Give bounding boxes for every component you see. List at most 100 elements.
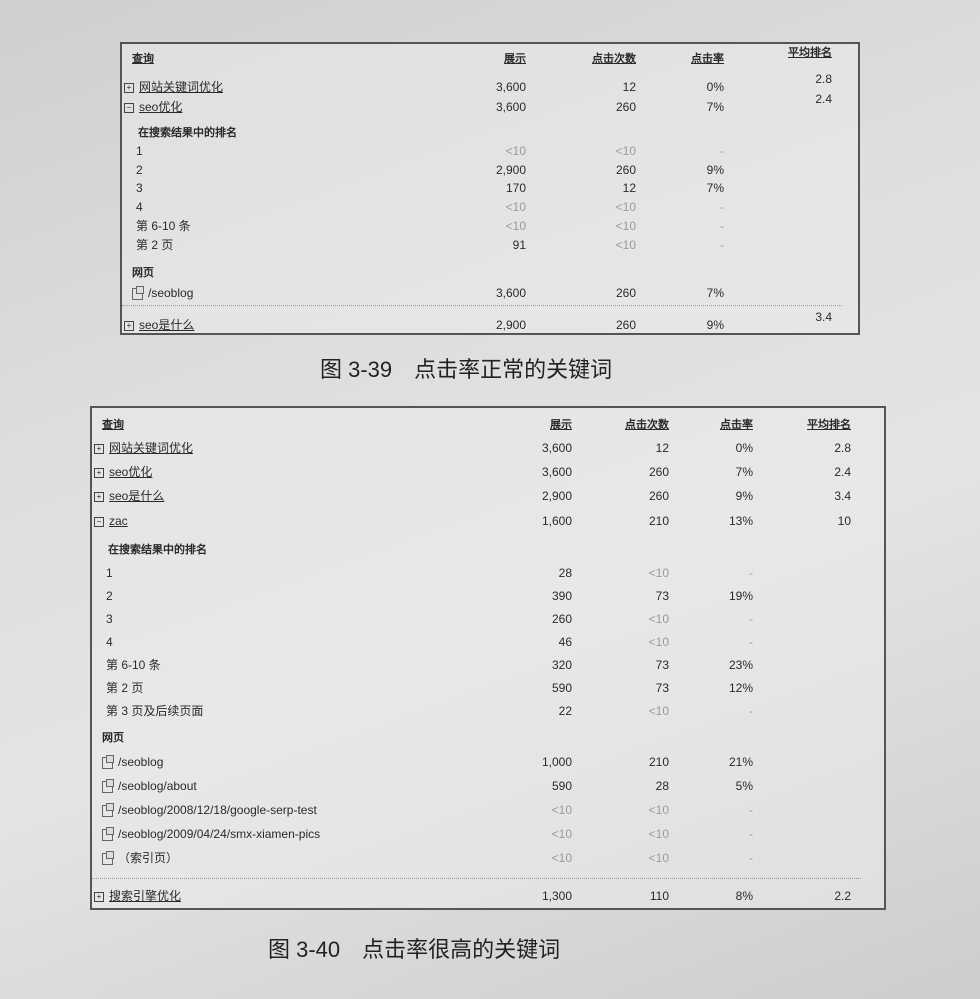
cell-ctr: 9%: [735, 489, 753, 503]
page-row[interactable]: /seoblog/2008/12/18/google-serp-test: [102, 802, 317, 817]
expand-icon[interactable]: +: [124, 320, 134, 331]
header-ctr[interactable]: 点击率: [691, 53, 724, 65]
cell-clicks: <10: [615, 144, 636, 158]
query-row-seo是什么[interactable]: + seo是什么: [94, 489, 164, 503]
header-query[interactable]: 查询: [102, 419, 124, 431]
query-link[interactable]: seo优化: [139, 100, 183, 114]
page-icon[interactable]: [102, 826, 114, 841]
cell-clicks: 260: [648, 465, 669, 479]
query-link[interactable]: zac: [109, 514, 128, 528]
rank-label: 第 6-10 条: [136, 219, 191, 233]
header-impressions[interactable]: 展示: [504, 53, 526, 65]
header-ctr[interactable]: 点击率: [720, 419, 753, 431]
cell-clicks: <10: [648, 612, 669, 626]
header-clicks[interactable]: 点击次数: [625, 419, 669, 431]
cell-avg: 3.4: [815, 310, 832, 324]
cell-impressions: 1,600: [541, 514, 572, 528]
cell-impressions: 3,600: [495, 286, 526, 300]
section-heading: 网页: [132, 267, 154, 279]
cell-impressions: 320: [551, 658, 572, 672]
page-row[interactable]: /seoblog/2009/04/24/smx-xiamen-pics: [102, 826, 320, 841]
figure-title: 点击率正常的关键词: [414, 357, 613, 382]
page-icon[interactable]: [102, 778, 114, 793]
expand-icon[interactable]: +: [94, 443, 104, 454]
page-path: /seoblog: [118, 755, 164, 769]
cell-ctr: -: [720, 219, 724, 233]
cell-impressions: <10: [505, 144, 526, 158]
cell-ctr: -: [749, 851, 753, 865]
section-heading: 网页: [102, 732, 124, 744]
collapse-icon[interactable]: −: [124, 102, 134, 113]
cell-ctr: -: [749, 803, 753, 817]
cell-impressions: 170: [505, 181, 526, 195]
rank-label: 2: [136, 163, 143, 177]
header-impressions[interactable]: 展示: [550, 419, 572, 431]
expand-icon[interactable]: +: [94, 491, 104, 502]
cell-ctr: -: [749, 612, 753, 626]
figure-3-39-caption: 图 3-39 点击率正常的关键词: [320, 352, 612, 384]
header-clicks[interactable]: 点击次数: [592, 53, 636, 65]
figure-number: 图 3-40: [268, 937, 341, 962]
header-avg-rank[interactable]: 平均排名: [788, 47, 832, 59]
rank-label: 第 3 页及后续页面: [106, 704, 204, 718]
expand-icon[interactable]: +: [94, 467, 104, 478]
cell-avg: 2.8: [834, 441, 851, 455]
cell-ctr: 7%: [706, 286, 724, 300]
page-icon[interactable]: [102, 754, 114, 769]
expand-icon[interactable]: +: [124, 82, 134, 93]
query-link[interactable]: seo优化: [109, 465, 153, 479]
query-row-seo优化[interactable]: + seo优化: [94, 465, 152, 479]
cell-clicks: <10: [648, 827, 669, 841]
cell-clicks: 12: [655, 441, 669, 455]
page-row[interactable]: /seoblog: [102, 754, 164, 769]
page-icon[interactable]: [102, 802, 114, 817]
expand-icon[interactable]: +: [94, 891, 104, 902]
query-row-zac[interactable]: − zac: [94, 514, 128, 528]
cell-ctr: 19%: [728, 589, 753, 603]
query-row-搜索引擎优化[interactable]: + 搜索引擎优化: [94, 889, 181, 903]
query-row-网站关键词优化[interactable]: + 网站关键词优化: [124, 80, 223, 94]
page-path: /seoblog/about: [118, 779, 197, 793]
cell-ctr: 8%: [735, 889, 753, 903]
figure-3-40-caption: 图 3-40 点击率很高的关键词: [268, 932, 560, 964]
cell-impressions: 3,600: [495, 80, 526, 94]
cell-avg: 2.8: [815, 72, 832, 86]
header-avg-rank[interactable]: 平均排名: [807, 419, 851, 431]
page-path: /seoblog/2008/12/18/google-serp-test: [118, 803, 317, 817]
cell-avg: 3.4: [834, 489, 851, 503]
cell-impressions: 2,900: [541, 489, 572, 503]
query-row-seo是什么[interactable]: + seo是什么: [124, 318, 194, 332]
figure-title: 点击率很高的关键词: [362, 937, 561, 962]
cell-ctr: 7%: [735, 465, 753, 479]
collapse-icon[interactable]: −: [94, 516, 104, 527]
query-row-网站关键词优化[interactable]: + 网站关键词优化: [94, 441, 193, 455]
query-link[interactable]: 搜索引擎优化: [109, 889, 182, 903]
cell-impressions: <10: [505, 200, 526, 214]
page-row[interactable]: /seoblog/about: [102, 778, 197, 793]
query-link[interactable]: 网站关键词优化: [109, 441, 194, 455]
page-row[interactable]: /seoblog: [132, 285, 193, 300]
cell-ctr: -: [749, 704, 753, 718]
cell-clicks: 260: [615, 318, 636, 332]
query-link[interactable]: seo是什么: [109, 489, 165, 503]
cell-ctr: 12%: [728, 681, 753, 695]
query-row-seo优化[interactable]: − seo优化: [124, 100, 182, 114]
cell-impressions: <10: [505, 219, 526, 233]
cell-impressions: 390: [551, 589, 572, 603]
header-query[interactable]: 查询: [132, 53, 154, 65]
page-row[interactable]: （索引页）: [102, 850, 178, 865]
query-link[interactable]: seo是什么: [139, 318, 195, 332]
cell-avg: 2.2: [834, 889, 851, 903]
divider: [92, 878, 861, 879]
cell-impressions: 590: [551, 779, 572, 793]
cell-ctr: 5%: [735, 779, 753, 793]
query-link[interactable]: 网站关键词优化: [139, 80, 224, 94]
cell-impressions: 28: [558, 566, 572, 580]
cell-impressions: 590: [551, 681, 572, 695]
cell-ctr: -: [720, 200, 724, 214]
page-icon[interactable]: [102, 850, 114, 865]
page-icon[interactable]: [132, 285, 144, 300]
cell-clicks: 12: [622, 80, 636, 94]
cell-impressions: <10: [551, 851, 572, 865]
cell-clicks: 12: [622, 181, 636, 195]
